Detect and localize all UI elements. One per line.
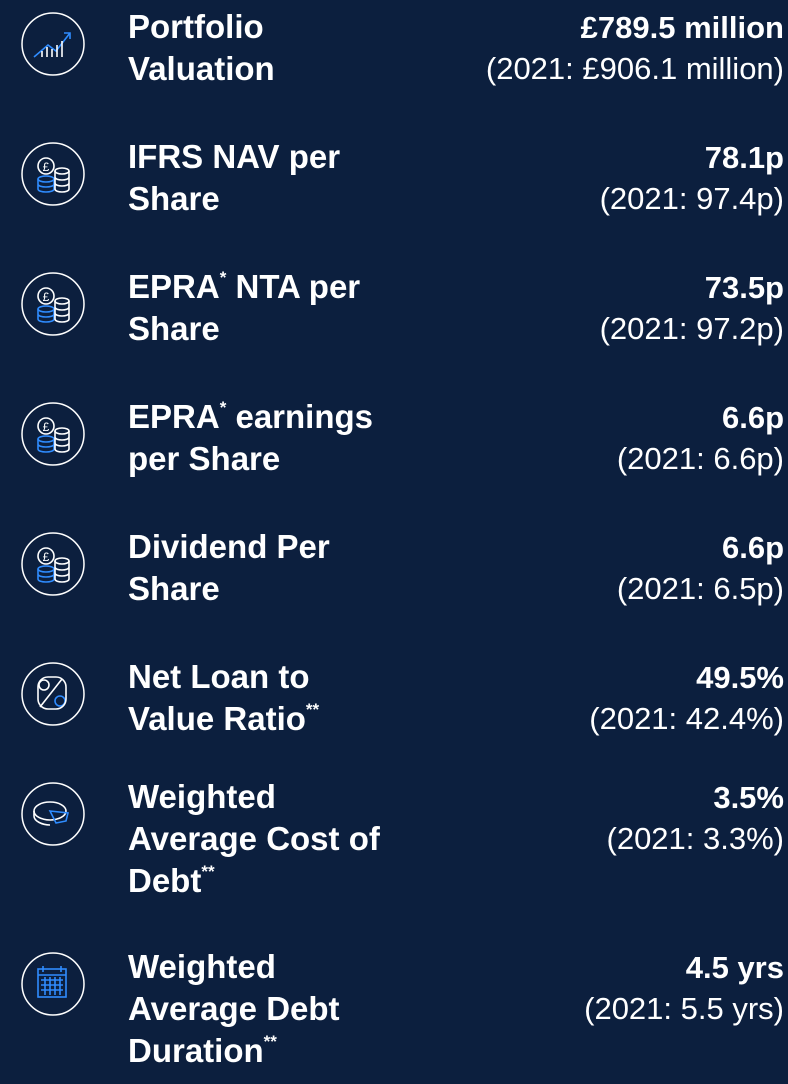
kpi-value: 78.1p	[704, 140, 784, 175]
label-text: Average Cost of	[128, 820, 380, 857]
label-line: Dividend Per	[128, 526, 330, 568]
label-text: EPRA	[128, 398, 220, 435]
kpi-value: £789.5 million	[580, 10, 784, 45]
label-line: Duration**	[128, 1030, 340, 1072]
label-text: per Share	[128, 440, 281, 477]
kpi-value: 4.5 yrs	[685, 950, 784, 985]
svg-text:£: £	[43, 290, 50, 304]
kpi-figures: 6.6p (2021: 6.5p)	[617, 528, 784, 610]
label-text: EPRA	[128, 268, 220, 305]
footnote-mark: **	[263, 1032, 277, 1051]
footnote-mark: *	[219, 398, 227, 417]
label-text: Weighted	[128, 948, 276, 985]
svg-text:£: £	[43, 160, 50, 174]
kpi-label: IFRS NAV per Share	[128, 136, 340, 220]
label-line: Value Ratio**	[128, 698, 319, 740]
label-line: Weighted	[128, 946, 340, 988]
label-line: Weighted	[128, 776, 380, 818]
icon	[21, 782, 85, 846]
kpi-label: Dividend Per Share	[128, 526, 330, 610]
label-line: Share	[128, 568, 330, 610]
icon	[21, 12, 85, 76]
label-text: Portfolio	[128, 8, 264, 45]
label-text: Share	[128, 570, 220, 607]
icon	[21, 952, 85, 1016]
kpi-comparison: (2021: 97.2p)	[599, 311, 784, 346]
kpi-figures: 4.5 yrs (2021: 5.5 yrs)	[584, 948, 784, 1030]
label-line: Average Debt	[128, 988, 340, 1030]
label-text: Valuation	[128, 50, 275, 87]
label-line: Average Cost of	[128, 818, 380, 860]
svg-text:£: £	[43, 550, 50, 564]
label-text: Debt	[128, 862, 202, 899]
label-text: Share	[128, 310, 220, 347]
label-text: earnings	[226, 398, 374, 435]
kpi-value: 6.6p	[721, 400, 784, 435]
label-line: per Share	[128, 438, 373, 480]
kpi-comparison: (2021: £906.1 million)	[485, 51, 784, 86]
label-line: EPRA* NTA per	[128, 266, 360, 308]
footnote-mark: **	[201, 862, 215, 881]
kpi-value: 49.5%	[696, 660, 784, 695]
label-line: Net Loan to	[128, 656, 319, 698]
kpi-comparison: (2021: 6.5p)	[616, 571, 784, 606]
kpi-comparison: (2021: 6.6p)	[616, 441, 784, 476]
icon: £	[21, 532, 85, 596]
kpi-figures: £789.5 million (2021: £906.1 million)	[486, 8, 784, 90]
label-line: EPRA* earnings	[128, 396, 373, 438]
kpi-label: EPRA* NTA per Share	[128, 266, 360, 350]
footnote-mark: **	[305, 700, 320, 719]
label-line: Portfolio	[128, 6, 275, 48]
label-line: Share	[128, 178, 340, 220]
label-text: IFRS NAV per	[128, 138, 341, 175]
kpi-comparison: (2021: 3.3%)	[606, 821, 785, 856]
kpi-value: 3.5%	[713, 780, 784, 815]
kpi-label: Weighted Average Cost of Debt**	[128, 776, 380, 902]
icon: £	[21, 272, 85, 336]
kpi-label: EPRA* earnings per Share	[128, 396, 373, 480]
icon: £	[21, 402, 85, 466]
label-text: Average Debt	[128, 990, 340, 1027]
kpi-label: Net Loan to Value Ratio**	[128, 656, 319, 740]
label-line: Share	[128, 308, 360, 350]
icon: £	[21, 142, 85, 206]
kpi-comparison: (2021: 42.4%)	[589, 701, 784, 736]
label-text: Value Ratio	[128, 700, 306, 737]
label-text: Duration	[128, 1032, 264, 1069]
kpi-figures: 3.5% (2021: 3.3%)	[607, 778, 785, 860]
kpi-value: 6.6p	[721, 530, 784, 565]
label-text: Share	[128, 180, 220, 217]
label-text: Dividend Per	[128, 528, 330, 565]
kpi-label: Portfolio Valuation	[128, 6, 275, 90]
kpi-figures: 78.1p (2021: 97.4p)	[600, 138, 784, 220]
kpi-figures: 6.6p (2021: 6.6p)	[617, 398, 784, 480]
svg-text:£: £	[43, 420, 50, 434]
label-text: Net Loan to	[128, 658, 310, 695]
kpi-comparison: (2021: 5.5 yrs)	[584, 991, 784, 1026]
icon	[21, 662, 85, 726]
label-text: Weighted	[128, 778, 276, 815]
label-text: NTA per	[226, 268, 361, 305]
label-line: Valuation	[128, 48, 275, 90]
footnote-mark: *	[219, 268, 227, 287]
kpi-label: Weighted Average Debt Duration**	[128, 946, 340, 1072]
label-line: IFRS NAV per	[128, 136, 340, 178]
kpi-figures: 73.5p (2021: 97.2p)	[600, 268, 784, 350]
kpi-value: 73.5p	[704, 270, 784, 305]
label-line: Debt**	[128, 860, 380, 902]
kpi-comparison: (2021: 97.4p)	[599, 181, 784, 216]
kpi-figures: 49.5% (2021: 42.4%)	[589, 658, 784, 740]
